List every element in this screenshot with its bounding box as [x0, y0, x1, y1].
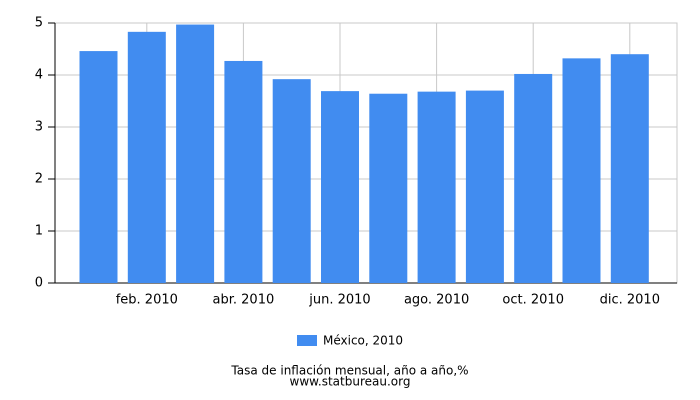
y-tick-label: 5	[35, 16, 43, 31]
x-tick-label: feb. 2010	[116, 293, 178, 308]
x-tick-label: oct. 2010	[502, 293, 564, 308]
bar	[562, 58, 601, 283]
legend-label: México, 2010	[323, 334, 403, 348]
y-tick-label: 3	[35, 120, 43, 135]
bar	[417, 91, 456, 283]
x-tick-label: jun. 2010	[308, 293, 370, 308]
y-tick-label: 1	[35, 224, 43, 239]
x-tick-label: dic. 2010	[600, 293, 660, 308]
bar	[79, 51, 118, 283]
bar	[176, 24, 215, 284]
bar	[514, 73, 553, 284]
x-tick-label: ago. 2010	[404, 293, 469, 308]
chart-subtitle: www.statbureau.org	[290, 375, 411, 389]
bar	[610, 54, 649, 284]
legend-swatch	[297, 335, 317, 346]
bar	[321, 91, 359, 284]
y-tick-label: 0	[35, 276, 43, 291]
bar	[272, 79, 311, 283]
x-tick-label: abr. 2010	[213, 293, 275, 308]
bar	[369, 93, 408, 283]
bar	[224, 60, 263, 284]
y-tick-label: 4	[35, 68, 43, 83]
bar	[465, 90, 504, 283]
y-tick-label: 2	[35, 172, 43, 187]
chart-title: Tasa de inflación mensual, año a año,%	[230, 364, 468, 378]
bar	[127, 31, 166, 284]
